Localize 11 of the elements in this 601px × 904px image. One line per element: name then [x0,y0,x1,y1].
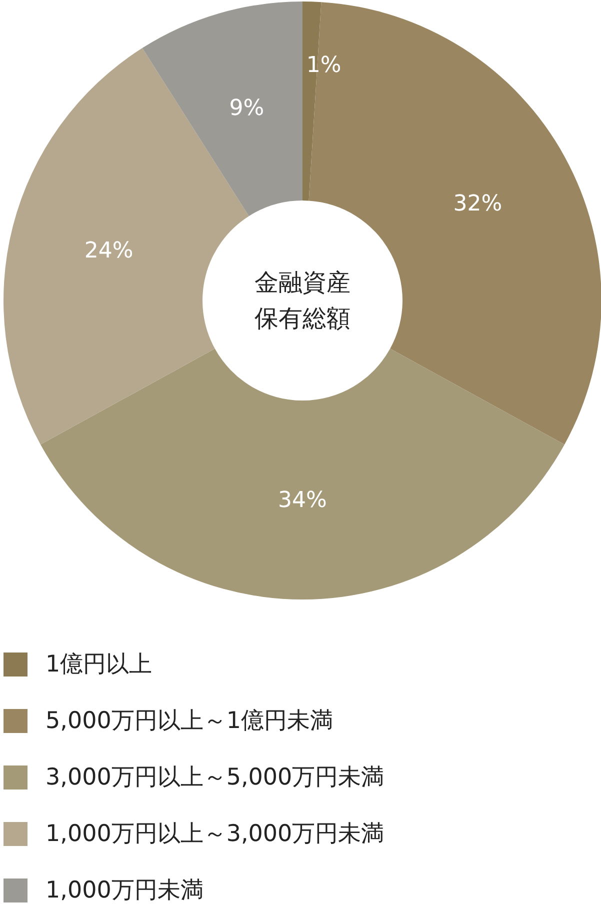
legend-label: 1,000万円未満 [46,878,204,904]
data-label: 32% [453,192,502,217]
data-label: 1% [306,53,342,78]
legend-label: 1億円以上 [46,652,152,678]
data-label: 24% [84,238,134,264]
data-label: 34% [278,488,327,513]
text: 金融資産保有総額 [254,268,350,332]
legend-label: 5,000万円以上～1億円未満 [46,708,333,734]
legend-label: 3,000万円以上～5,000万円未満 [46,764,384,790]
data-label: 9% [229,96,264,121]
legend-label: 1,000万円以上～3,000万円未満 [46,821,384,847]
